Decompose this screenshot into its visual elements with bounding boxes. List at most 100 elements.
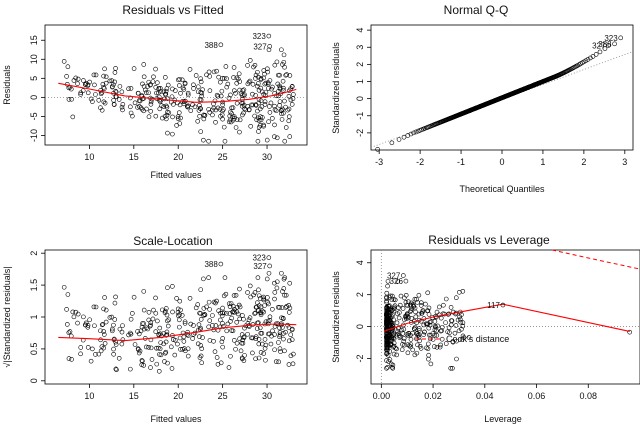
data-point (413, 129, 419, 135)
data-point (245, 63, 250, 68)
data-point (236, 71, 242, 77)
data-point (281, 52, 287, 58)
data-point (453, 323, 459, 328)
data-point (266, 255, 272, 260)
data-point (147, 82, 153, 88)
data-point (264, 276, 270, 282)
data-point (148, 101, 154, 107)
data-point (180, 85, 186, 91)
data-point (286, 114, 292, 119)
data-point (231, 293, 237, 298)
data-point (185, 353, 191, 359)
data-point (148, 365, 153, 370)
data-point (434, 328, 439, 334)
y-tick-label: 2 (29, 251, 39, 256)
data-point (128, 331, 134, 337)
data-point (136, 347, 141, 352)
data-point (426, 356, 431, 362)
data-point (401, 336, 407, 341)
data-point (266, 86, 271, 91)
data-point (153, 113, 159, 119)
data-point (253, 103, 259, 108)
data-point (102, 100, 108, 106)
data-point (276, 340, 281, 345)
data-point (279, 47, 284, 53)
data-point (197, 97, 203, 102)
data-point (458, 319, 463, 325)
data-point (261, 122, 266, 128)
data-point (277, 99, 283, 104)
data-point (403, 316, 409, 322)
data-point (128, 86, 134, 91)
point-label: 323 (604, 34, 618, 43)
data-point (69, 96, 74, 102)
data-point (175, 313, 181, 318)
data-point (246, 107, 252, 113)
panel-title: Normal Q-Q (444, 3, 509, 17)
x-tick-label: -1 (457, 157, 465, 167)
data-point (197, 105, 203, 111)
data-point (111, 351, 116, 357)
data-point (386, 359, 391, 364)
data-point (168, 344, 174, 350)
data-point (141, 363, 146, 368)
data-point (132, 342, 138, 347)
data-point (158, 340, 163, 345)
panel-title: Residuals vs Fitted (122, 3, 223, 17)
point-group (61, 270, 296, 374)
data-point (162, 308, 168, 314)
data-point (214, 92, 220, 98)
data-point (245, 290, 250, 295)
data-point (416, 292, 422, 298)
data-point (418, 303, 424, 308)
y-tick-label: 3 (355, 45, 365, 50)
data-point (228, 92, 233, 98)
data-point (443, 296, 449, 302)
data-point (100, 81, 106, 87)
data-point (255, 69, 260, 75)
data-point (195, 341, 201, 347)
data-point (405, 350, 411, 356)
data-point (143, 90, 149, 95)
data-point (412, 296, 418, 302)
data-point (148, 345, 154, 351)
data-point (66, 356, 72, 361)
data-point (157, 352, 162, 357)
data-point (220, 336, 225, 341)
data-point (286, 362, 292, 367)
data-point (146, 79, 152, 85)
data-point (259, 89, 265, 95)
data-point (207, 88, 213, 93)
data-point (229, 105, 234, 111)
data-point (143, 344, 149, 350)
data-point (88, 358, 94, 364)
data-point (210, 313, 215, 318)
data-point (128, 330, 133, 336)
data-point (384, 294, 389, 300)
data-point (395, 278, 401, 284)
y-tick-label: -10 (29, 129, 39, 142)
data-point (228, 319, 233, 324)
data-point (460, 323, 466, 329)
data-point (64, 307, 69, 312)
data-point (145, 326, 150, 332)
data-point (570, 65, 576, 71)
data-point (384, 323, 390, 328)
data-point (224, 328, 230, 334)
data-point (258, 117, 264, 123)
data-point (415, 342, 420, 348)
data-point (157, 325, 163, 331)
data-point (228, 301, 234, 306)
data-point (165, 82, 171, 88)
y-tick-label: 1 (29, 314, 39, 319)
data-point (130, 311, 135, 316)
data-point (269, 333, 274, 339)
data-point (193, 73, 199, 78)
data-point (281, 87, 286, 93)
data-point (277, 330, 283, 335)
data-point (286, 106, 292, 112)
data-point (387, 310, 392, 316)
data-point (96, 98, 102, 103)
data-point (459, 337, 465, 342)
